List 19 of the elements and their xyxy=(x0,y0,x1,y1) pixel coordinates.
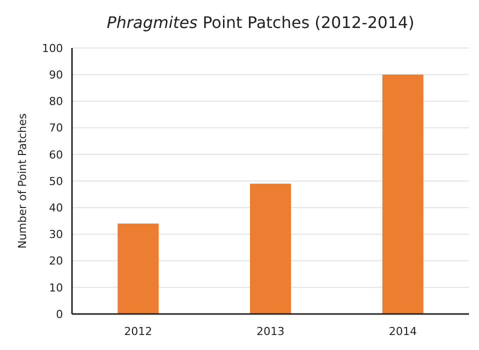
bar xyxy=(118,224,159,314)
y-tick-label: 70 xyxy=(49,122,63,135)
y-tick-label: 0 xyxy=(56,308,63,321)
y-tick-label: 80 xyxy=(49,95,63,108)
y-axis-title: Number of Point Patches xyxy=(16,113,29,249)
y-tick-label: 20 xyxy=(49,254,63,268)
x-tick-label: 2014 xyxy=(388,325,417,338)
y-tick-label: 50 xyxy=(49,174,63,188)
x-tick-label: 2012 xyxy=(124,325,152,338)
x-tick-label: 2013 xyxy=(256,325,284,338)
y-tick-label: 10 xyxy=(49,281,63,294)
bar xyxy=(382,74,424,314)
y-tick-label: 40 xyxy=(49,201,63,214)
y-tick-label: 100 xyxy=(42,42,63,55)
y-tick-label: 60 xyxy=(49,148,63,162)
chart-title: Phragmites Point Patches (2012-2014) xyxy=(106,13,414,32)
bar xyxy=(250,184,292,314)
y-tick-label: 30 xyxy=(49,228,63,242)
y-tick-label: 90 xyxy=(49,68,63,82)
